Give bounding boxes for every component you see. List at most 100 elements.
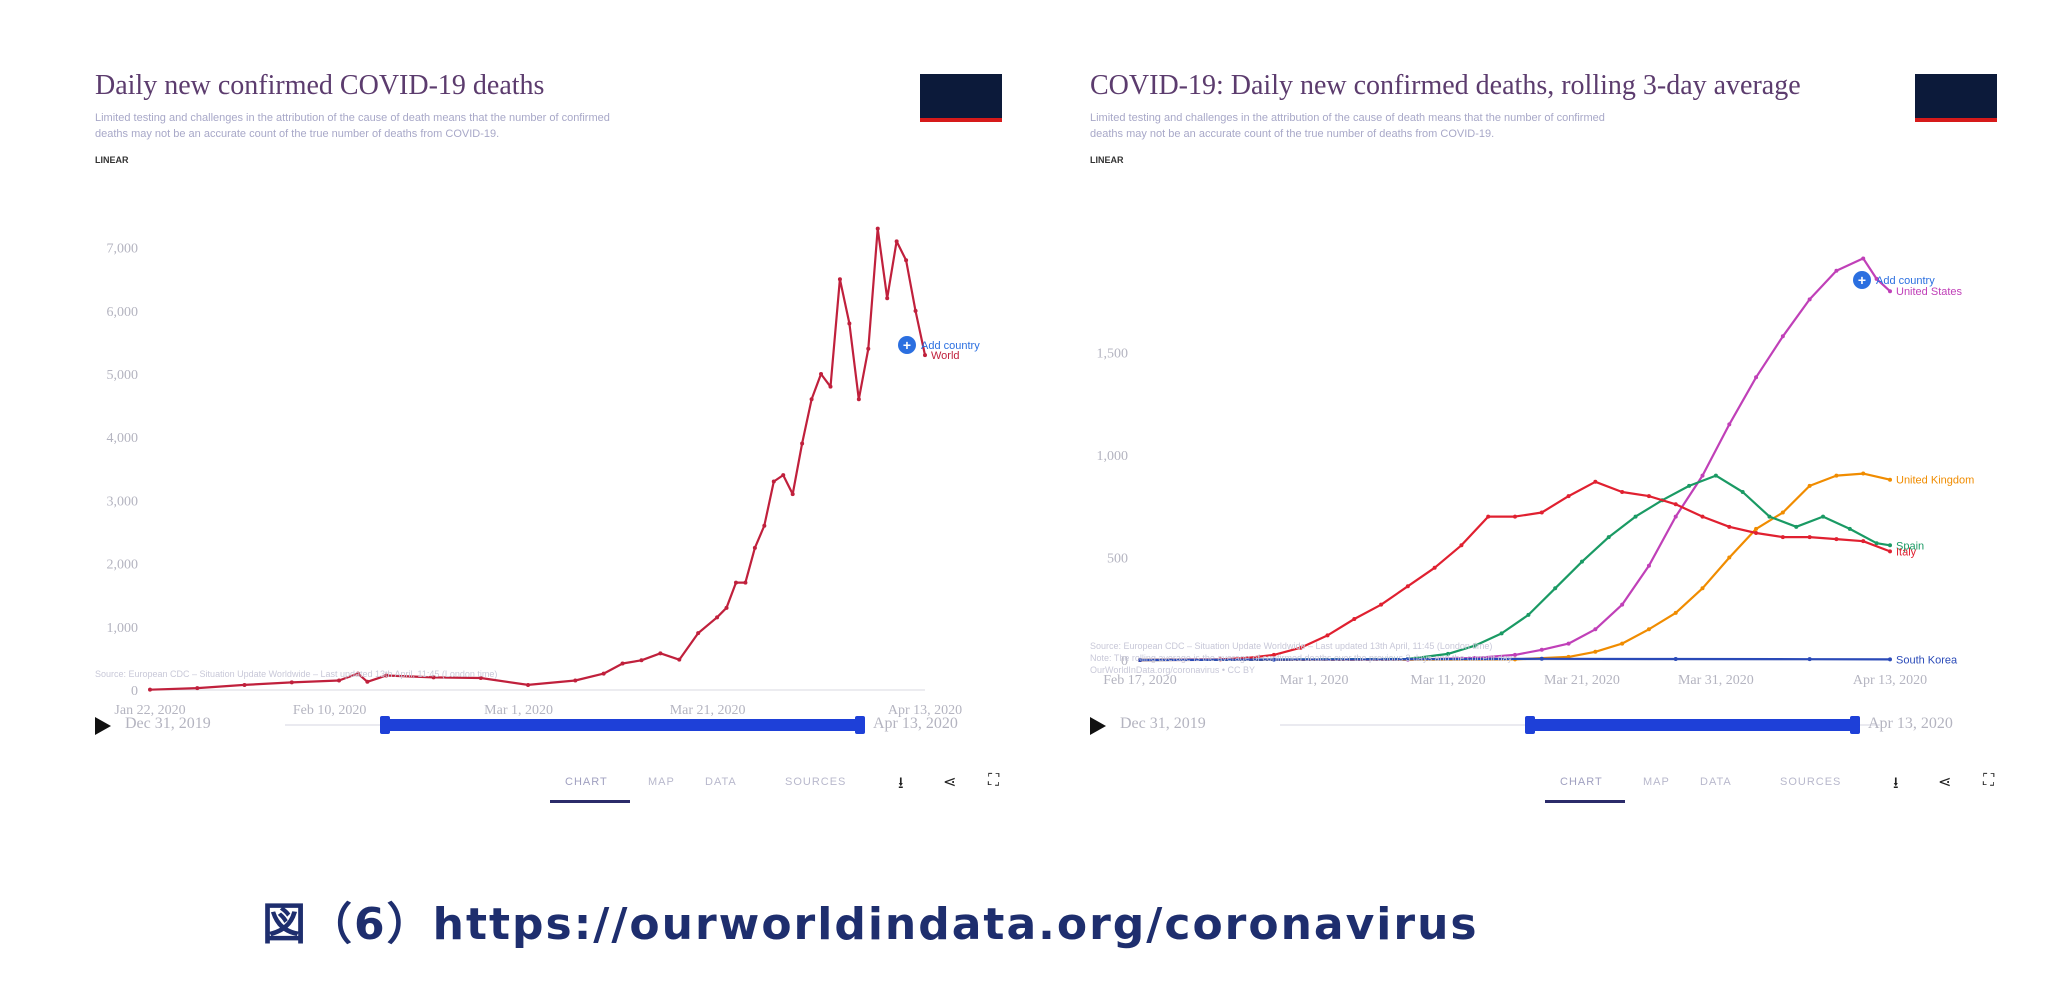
data-point [1861,256,1866,261]
source-line: Note: The rolling average is the average… [1090,653,1514,663]
source-line: Source: European CDC – Situation Update … [95,669,498,679]
data-point [1513,514,1517,519]
add-country-link[interactable]: Add country [921,340,980,352]
series-line-united-states [1139,257,1891,662]
tab-sources[interactable]: SOURCES [1780,776,1842,788]
plus-glyph: + [1858,272,1866,288]
timeline-start-handle[interactable] [1525,716,1535,734]
data-point [715,615,720,620]
data-point [337,678,342,683]
expand-icon[interactable]: ⛶ [1983,772,1995,789]
data-point [1620,490,1625,494]
chart-panel-left: Daily new confirmed COVID-19 deaths Limi… [95,70,1015,815]
data-point [1432,565,1437,570]
x-tick-label: Mar 11, 2020 [1410,673,1485,688]
scale-toggle-linear[interactable]: LINEAR [1090,155,1124,165]
chart-title: Daily new confirmed COVID-19 deaths [95,70,545,101]
chart-title: COVID-19: Daily new confirmed deaths, ro… [1090,70,1801,101]
timeline-end-label: Apr 13, 2020 [1868,715,1953,732]
data-point [1405,657,1410,662]
data-point [1700,586,1705,591]
add-country-link[interactable]: Add country [1876,275,1935,287]
data-point [658,651,663,656]
data-point [355,671,360,676]
y-tick-label: 1,500 [1097,347,1129,362]
data-point [1807,657,1812,662]
owid-logo[interactable] [1915,74,1997,122]
data-point [1834,537,1839,542]
scale-toggle-linear[interactable]: LINEAR [95,155,129,165]
series-line-world [149,227,927,691]
data-point [1325,633,1330,638]
data-point [573,678,578,683]
x-tick-label: Mar 1, 2020 [1280,673,1349,688]
timeline-range[interactable] [1527,719,1857,731]
data-point [762,523,767,528]
share-icon[interactable]: ⋖ [943,774,957,791]
timeline-start-label: Dec 31, 2019 [1120,715,1206,732]
x-tick-label: Feb 10, 2020 [293,703,367,718]
data-point [1486,514,1491,519]
subtitle-line: deaths may not be an accurate count of t… [95,128,500,140]
data-point [800,441,805,446]
download-icon[interactable]: ⭳ [898,775,904,792]
tab-map[interactable]: MAP [648,776,675,788]
data-point [1754,375,1759,380]
x-tick-label: Jan 22, 2020 [114,703,185,718]
data-point [1620,602,1625,607]
data-point [601,671,606,676]
y-tick-label: 0 [1121,654,1128,669]
data-point [1673,656,1678,661]
data-point [1405,584,1410,589]
data-point [1646,494,1651,499]
data-point [1579,559,1584,564]
data-point [1271,657,1276,662]
data-point [1539,656,1544,661]
data-point [1446,651,1451,656]
tab-chart[interactable]: CHART [565,776,608,788]
expand-icon[interactable]: ⛶ [988,772,1000,789]
data-point [913,308,918,313]
x-tick-label: Mar 1, 2020 [484,703,553,718]
share-icon[interactable]: ⋖ [1938,774,1952,791]
timeline-end-label: Apr 13, 2020 [873,715,958,732]
data-point [1593,479,1598,484]
source-line: Source: European CDC – Situation Update … [1090,641,1493,651]
timeline-end-handle[interactable] [855,716,865,734]
play-button[interactable] [95,717,111,735]
subtitle-line: Limited testing and challenges in the at… [95,112,610,124]
data-point [819,372,824,377]
download-icon[interactable]: ⭳ [1893,775,1899,792]
tab-data[interactable]: DATA [705,776,737,788]
data-point [677,657,682,662]
data-point [1888,549,1892,554]
data-point [620,661,625,666]
timeline-end-handle[interactable] [1850,716,1860,734]
tab-sources[interactable]: SOURCES [785,776,847,788]
data-point [1459,543,1464,548]
data-point [1673,502,1678,507]
tab-data[interactable]: DATA [1700,776,1732,788]
data-point [1888,543,1892,548]
data-point [847,321,852,326]
data-point [733,580,738,585]
x-tick-label: Apr 13, 2020 [888,703,962,718]
line-chart: 0 500 1,000 1,500 Feb 17, 2020 Mar 1, 2020 Mar… [1097,256,1974,688]
data-point [1861,539,1866,544]
data-point [384,673,389,678]
play-button[interactable] [1090,717,1106,735]
tab-map[interactable]: MAP [1643,776,1670,788]
data-point [1834,473,1839,478]
data-point [856,397,861,402]
add-country-icon [898,336,916,354]
timeline-start-handle[interactable] [380,716,390,734]
owid-logo[interactable] [920,74,1002,122]
y-tick-label: 4,000 [107,431,139,446]
data-point [771,479,776,484]
chart-subtitle: Limited testing and challenges in the at… [95,110,875,142]
timeline-range[interactable] [382,719,862,731]
data-point [1874,276,1879,281]
data-point [1888,289,1892,294]
data-point [1888,477,1892,482]
tab-chart[interactable]: CHART [1560,776,1603,788]
